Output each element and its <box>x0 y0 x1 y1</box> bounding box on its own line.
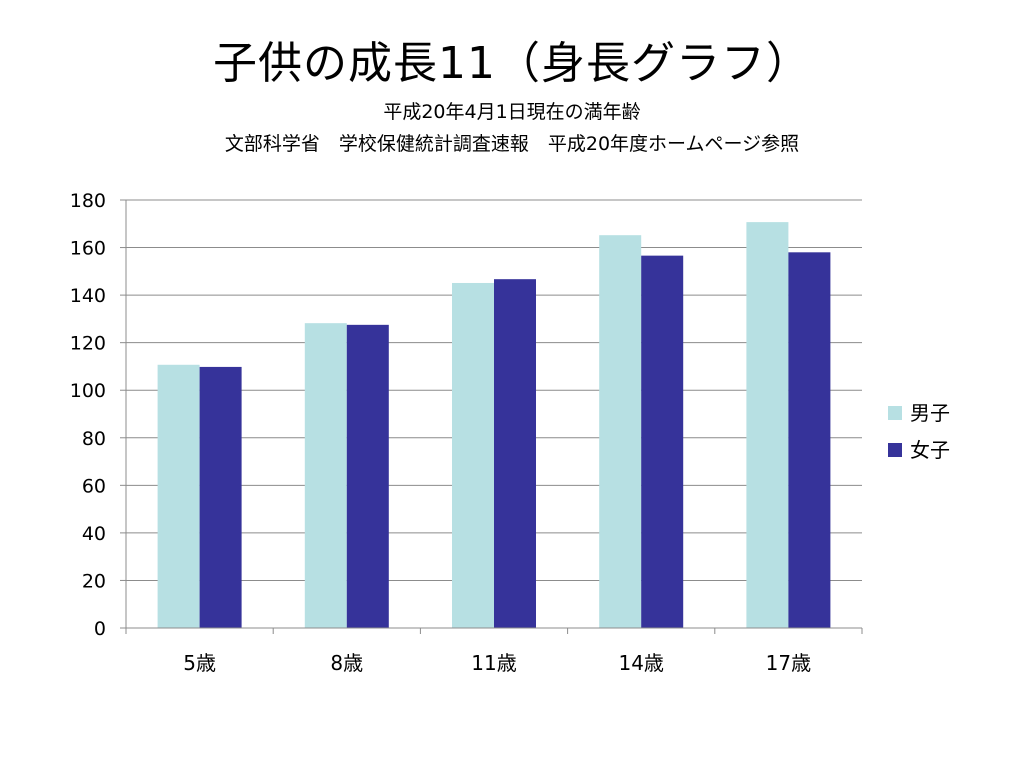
legend-label-girls: 女子 <box>910 438 950 462</box>
bar-boys <box>157 364 200 628</box>
bar-girls <box>346 324 389 628</box>
chart-subtitle-line-1: 平成20年4月1日現在の満年齢 <box>383 101 641 123</box>
y-tick-label: 140 <box>70 285 106 307</box>
bar-boys <box>599 235 642 629</box>
y-tick-label: 80 <box>82 428 106 450</box>
legend-label-boys: 男子 <box>910 401 950 425</box>
y-tick-label: 100 <box>70 380 106 402</box>
y-tick-label: 60 <box>82 475 106 497</box>
legend-swatch-girls <box>888 443 902 457</box>
y-tick-label: 120 <box>70 333 106 355</box>
chart-subtitle-line-2: 文部科学省 学校保健統計調査速報 平成20年度ホームページ参照 <box>224 133 800 155</box>
bar-boys <box>452 282 494 628</box>
y-tick-label: 0 <box>94 618 106 640</box>
bar-boys <box>304 323 347 628</box>
bar-girls <box>494 279 536 628</box>
bar-girls <box>199 366 242 628</box>
legend-swatch-boys <box>888 406 902 420</box>
bar-girls <box>641 255 684 628</box>
x-tick-label: 17歳 <box>766 651 811 675</box>
y-tick-label: 160 <box>70 238 106 260</box>
bar-boys <box>746 222 789 628</box>
x-tick-label: 14歳 <box>618 651 663 675</box>
x-tick-label: 8歳 <box>330 651 363 675</box>
y-tick-label: 20 <box>82 570 106 592</box>
x-tick-label: 11歳 <box>471 651 516 675</box>
bar-girls <box>788 252 831 629</box>
x-tick-label: 5歳 <box>183 651 216 675</box>
chart-title: 子供の成長11（身長グラフ） <box>213 38 811 89</box>
y-tick-label: 180 <box>70 190 106 212</box>
y-tick-label: 40 <box>82 523 106 545</box>
